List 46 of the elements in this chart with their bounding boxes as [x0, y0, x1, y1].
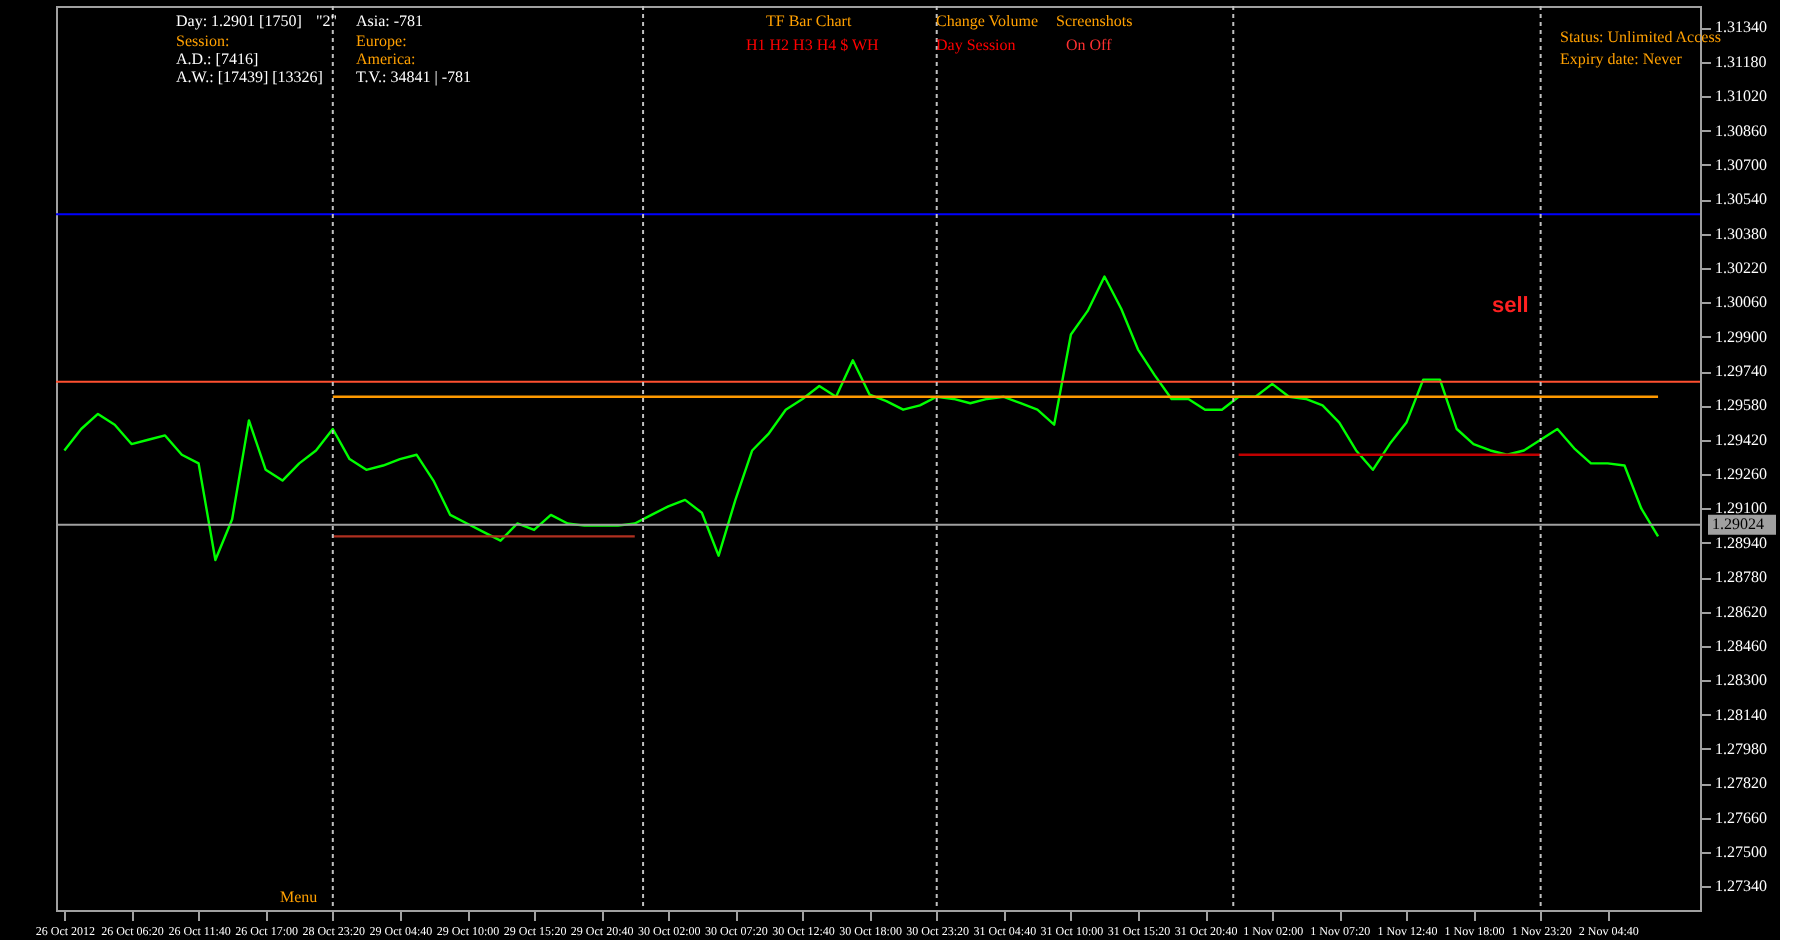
line-series	[63, 275, 1660, 562]
y-tick-label: 1.29740	[1715, 362, 1767, 381]
y-tick-label: 1.28460	[1715, 636, 1767, 655]
y-tick-label: 1.30540	[1715, 190, 1767, 209]
annotation: Asia: -781	[356, 12, 424, 30]
y-tick-label: 1.28140	[1715, 705, 1767, 724]
annotation: Europe:	[356, 32, 407, 50]
annotation: Expiry date: Never	[1560, 50, 1683, 68]
y-tick-label: 1.30060	[1715, 293, 1767, 312]
annotation: Change Volume	[936, 12, 1039, 30]
y-tick-label: 1.31180	[1715, 52, 1767, 71]
annotation: America:	[356, 50, 416, 68]
y-tick-label: 1.29580	[1715, 396, 1767, 415]
annotation: Screenshots	[1056, 12, 1133, 30]
y-tick-label: 1.29420	[1715, 430, 1767, 449]
annotation: Day: 1.2901 [1750]	[176, 12, 303, 30]
y-tick-label: 1.28620	[1715, 602, 1767, 621]
y-tick-label: 1.29900	[1715, 327, 1767, 346]
y-tick-label: 1.30220	[1715, 258, 1767, 277]
y-tick-label: 1.27980	[1715, 739, 1767, 758]
annotation: sell	[1492, 294, 1529, 318]
y-tick-label: 1.30380	[1715, 224, 1767, 243]
annotation: Day Session	[936, 36, 1016, 54]
annotation: A.W.: [17439] [13326]	[176, 68, 324, 86]
annotation: Session:	[176, 32, 230, 50]
y-tick-label: 1.27660	[1715, 808, 1767, 827]
y-tick-label: 1.27340	[1715, 877, 1767, 896]
y-tick-label: 1.31020	[1715, 87, 1767, 106]
y-tick-label: 1.30700	[1715, 155, 1767, 174]
y-tick-label: 1.29100	[1715, 499, 1767, 518]
y-tick-label: 1.28940	[1715, 533, 1767, 552]
annotation: T.V.: 34841 | -781	[356, 68, 472, 86]
y-tick-label: 1.27820	[1715, 774, 1767, 793]
annotation: On Off	[1066, 36, 1113, 54]
annotation: "2"	[316, 12, 338, 30]
ref-line-label: 1.29024	[1712, 514, 1764, 533]
annotation: Menu	[280, 888, 318, 906]
y-tick-label: 1.28300	[1715, 671, 1767, 690]
y-tick-label: 1.30860	[1715, 121, 1767, 140]
annotation: A.D.: [7416]	[176, 50, 259, 68]
y-tick-label: 1.28780	[1715, 568, 1767, 587]
y-tick-label: 1.27500	[1715, 843, 1767, 862]
annotation: TF Bar Chart	[766, 12, 853, 30]
y-tick-label: 1.31340	[1715, 18, 1767, 37]
y-tick-label: 1.29260	[1715, 465, 1767, 484]
annotation: H1 H2 H3 H4 $ WH	[746, 36, 880, 54]
